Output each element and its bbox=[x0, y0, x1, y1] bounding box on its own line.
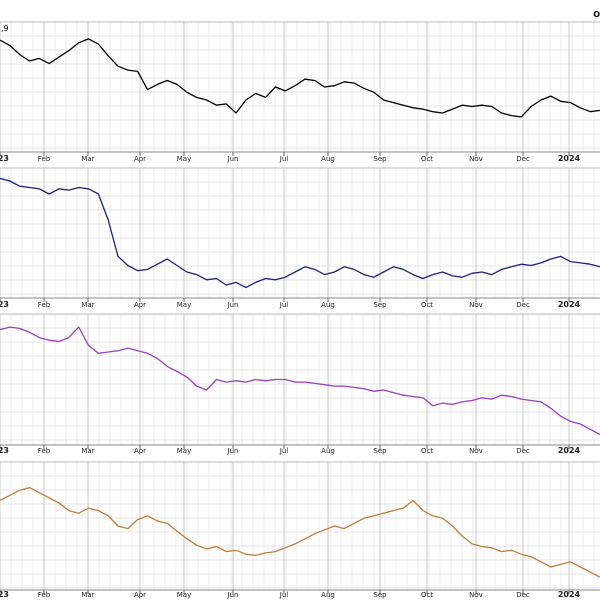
x-tick-label: Nov bbox=[469, 447, 483, 455]
x-tick-label: Jun bbox=[227, 591, 239, 599]
x-tick-label: Apr bbox=[134, 591, 146, 599]
x-tick-label: Jun bbox=[227, 155, 239, 163]
x-tick-label: Dec bbox=[516, 591, 530, 599]
x-tick-label: 2024 bbox=[558, 300, 581, 309]
x-tick-label: Aug bbox=[321, 301, 335, 309]
x-tick-label: Nov bbox=[469, 155, 483, 163]
x-tick-label: May bbox=[177, 301, 191, 309]
x-tick-label: Jul bbox=[279, 155, 289, 163]
x-tick-label: Aug bbox=[321, 155, 335, 163]
x-tick-label: Aug bbox=[321, 591, 335, 599]
x-tick-label: Dec bbox=[516, 301, 530, 309]
series-line bbox=[0, 326, 600, 436]
x-tick-label: Nov bbox=[469, 301, 483, 309]
x-tick-label: Oct bbox=[421, 301, 433, 309]
corner-code: O bbox=[593, 10, 600, 19]
x-tick-label: Apr bbox=[134, 155, 146, 163]
x-tick-label: Jul bbox=[279, 591, 289, 599]
x-tick-label: May bbox=[177, 155, 191, 163]
x-tick-label: Apr bbox=[134, 301, 146, 309]
x-tick-label: Mar bbox=[81, 447, 94, 455]
series-line bbox=[0, 38, 600, 118]
x-tick-label: Apr bbox=[134, 447, 146, 455]
x-tick-label: Jun bbox=[227, 301, 239, 309]
x-tick-label: Oct bbox=[421, 591, 433, 599]
x-tick-label: Oct bbox=[421, 155, 433, 163]
x-tick-label: Feb bbox=[38, 301, 51, 309]
x-tick-label: Jul bbox=[279, 301, 289, 309]
series-line bbox=[0, 486, 600, 578]
x-tick-label: Mar bbox=[81, 591, 94, 599]
x-tick-label: Jun bbox=[227, 447, 239, 455]
x-tick-label: Jul bbox=[279, 447, 289, 455]
x-tick-label: May bbox=[177, 591, 191, 599]
x-tick-label: 23 bbox=[0, 590, 9, 599]
x-tick-label: Dec bbox=[516, 447, 530, 455]
x-tick-label: 23 bbox=[0, 446, 9, 455]
x-tick-label: 2024 bbox=[558, 590, 581, 599]
x-tick-label: Feb bbox=[38, 591, 51, 599]
x-tick-label: Feb bbox=[38, 155, 51, 163]
x-tick-label: Sep bbox=[373, 301, 387, 309]
x-tick-label: 2024 bbox=[558, 154, 581, 163]
price-label: ,9 bbox=[1, 24, 9, 33]
x-tick-label: 23 bbox=[0, 154, 9, 163]
x-tick-label: Mar bbox=[81, 301, 94, 309]
x-tick-label: May bbox=[177, 447, 191, 455]
x-tick-label: Mar bbox=[81, 155, 94, 163]
x-tick-label: 23 bbox=[0, 300, 9, 309]
series-line bbox=[0, 177, 600, 289]
x-tick-label: Dec bbox=[516, 155, 530, 163]
x-tick-label: Oct bbox=[421, 447, 433, 455]
x-tick-label: 2024 bbox=[558, 446, 581, 455]
x-tick-label: Aug bbox=[321, 447, 335, 455]
x-tick-label: Sep bbox=[373, 591, 387, 599]
x-tick-label: Sep bbox=[373, 155, 387, 163]
x-tick-label: Feb bbox=[38, 447, 51, 455]
x-tick-label: Sep bbox=[373, 447, 387, 455]
x-tick-label: Nov bbox=[469, 591, 483, 599]
